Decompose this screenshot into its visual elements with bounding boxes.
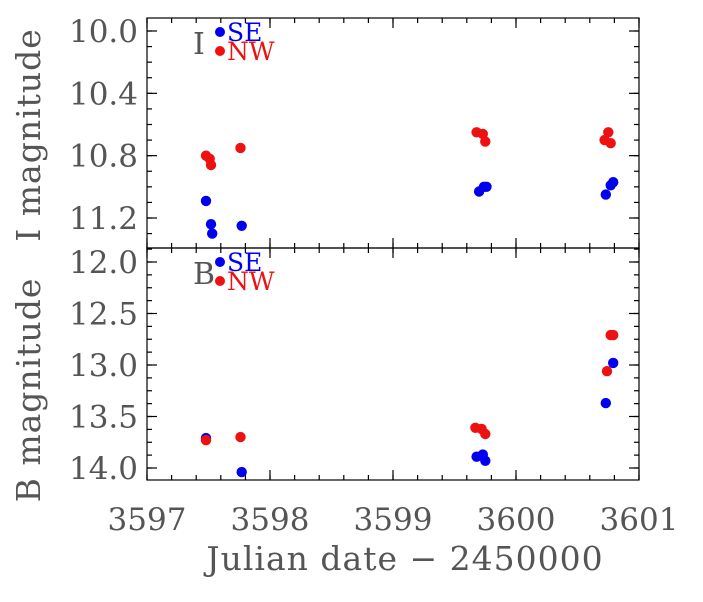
data-point-se [480, 455, 491, 466]
legend-marker-nw [215, 46, 225, 56]
data-point-nw [480, 428, 491, 440]
data-point-se [205, 219, 217, 230]
y-tick-label: 12.0 [69, 245, 138, 281]
y-tick-label: 11.2 [69, 201, 138, 237]
y-tick-label: 14.0 [69, 451, 138, 487]
y-tick-label: 10.8 [69, 139, 138, 175]
data-point-se [207, 228, 218, 239]
y-tick-label: 12.5 [69, 297, 138, 333]
x-tick-label: 3600 [477, 502, 556, 538]
legend-label-nw: NW [227, 267, 275, 296]
x-tick-label: 3601 [600, 502, 679, 538]
x-axis-title: Julian date − 2450000 [203, 539, 603, 578]
data-point-se [600, 189, 611, 200]
panel-label: I [193, 27, 205, 62]
data-point-nw [205, 159, 217, 171]
x-tick-label: 3597 [108, 502, 187, 538]
y-tick-label: 13.0 [69, 348, 138, 384]
x-tick-label: 3598 [231, 502, 310, 538]
y-tick-label: 10.4 [69, 76, 138, 112]
data-point-se [600, 397, 611, 409]
data-point-se [608, 177, 619, 188]
data-point-se [236, 466, 247, 478]
data-point-se [481, 181, 492, 192]
legend-marker-se [215, 257, 225, 267]
data-point-nw [235, 431, 246, 443]
data-point-se [236, 220, 247, 231]
data-point-nw [601, 366, 613, 377]
data-point-se [200, 195, 212, 207]
legend-marker-nw [215, 276, 225, 286]
panels: 10.010.410.811.2I SENW12.012.513.013.514.… [69, 14, 640, 487]
x-tick-label: 3599 [354, 502, 433, 538]
data-point-nw [200, 435, 212, 446]
x-axis: 3597 3598 3599 3600 3601 [108, 502, 679, 538]
legend-marker-se [215, 27, 225, 37]
legend-label-se: SE [227, 18, 262, 47]
y-tick-label: 13.5 [69, 400, 138, 436]
y-tick-label: 10.0 [69, 14, 138, 50]
legend-label-se: SE [227, 248, 262, 277]
data-point-nw [603, 127, 614, 138]
y-axis-title-i: I magnitude [9, 28, 48, 242]
panel-label: B [193, 257, 215, 292]
data-point-nw [608, 329, 619, 341]
data-point-se [608, 357, 619, 369]
y-axis-title-b: B magnitude [9, 278, 48, 503]
legend-label-nw: NW [227, 37, 275, 66]
data-point-nw [605, 138, 616, 149]
data-point-nw [480, 136, 491, 147]
data-point-nw [235, 142, 246, 154]
